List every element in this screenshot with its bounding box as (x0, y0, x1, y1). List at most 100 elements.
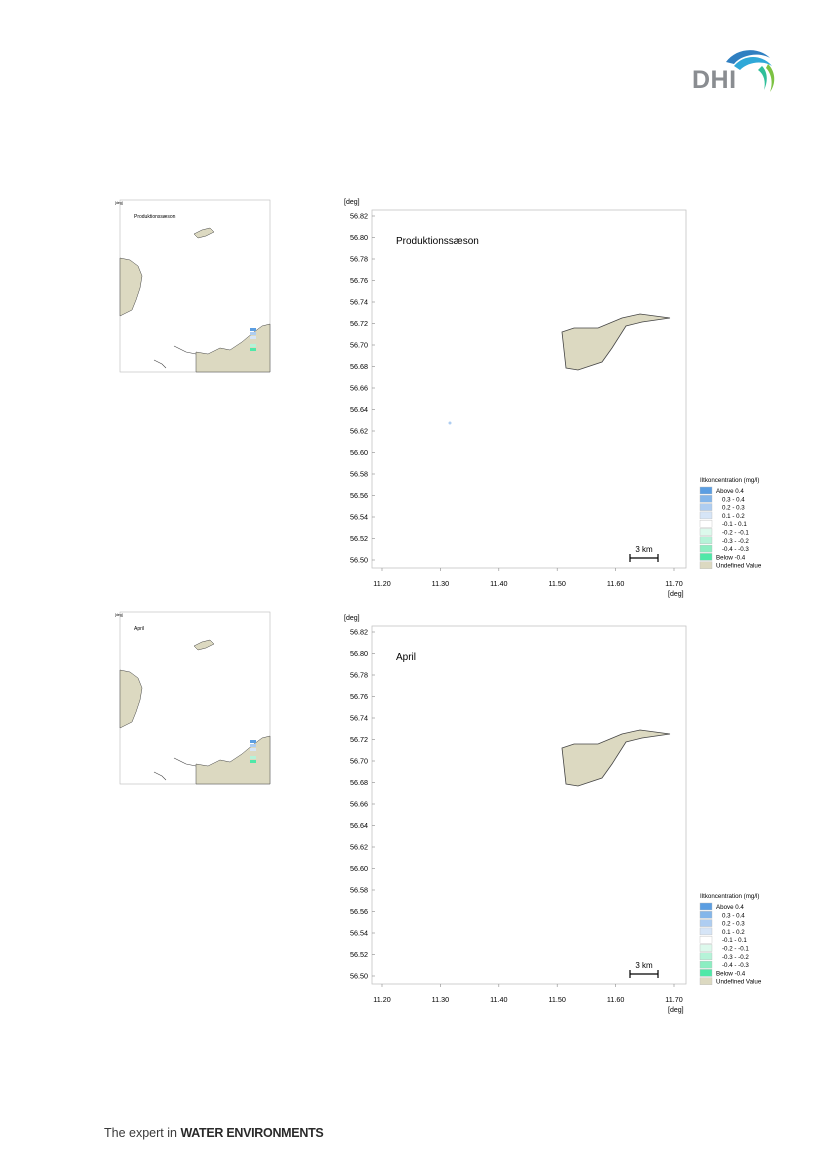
svg-text:[deg]: [deg] (115, 613, 123, 617)
y-tick-label: 56.56 (350, 907, 368, 916)
x-axis-unit: [deg] (668, 1007, 684, 1014)
y-tick-label: 56.80 (350, 649, 368, 658)
x-tick-label: 11.50 (548, 579, 565, 588)
svg-text:April: April (134, 626, 144, 632)
legend-swatch (699, 969, 713, 977)
y-tick-label: 56.76 (350, 276, 368, 285)
y-tick-label: 56.68 (350, 778, 368, 787)
legend-label: -0.4 - -0.3 (722, 546, 749, 553)
y-axis-unit: [deg] (344, 199, 360, 206)
legend-label: 0.2 - 0.3 (722, 505, 745, 512)
legend-swatch (699, 952, 713, 960)
y-tick-label: 56.54 (350, 513, 368, 522)
x-tick-label: 11.70 (665, 995, 682, 1004)
y-tick-label: 56.50 (350, 972, 368, 981)
y-tick-label: 56.58 (350, 886, 368, 895)
y-tick-label: 56.62 (350, 843, 368, 852)
x-axis-ticks: 11.20 11.30 11.40 11.50 11.60 11.70 (373, 984, 683, 1004)
y-tick-label: 56.76 (350, 692, 368, 701)
svg-text:Produktionssæson: Produktionssæson (134, 214, 176, 220)
legend-title: Iltkoncentration (mg/l) (700, 893, 760, 900)
y-tick-label: 56.66 (350, 384, 368, 393)
x-tick-label: 11.40 (490, 579, 507, 588)
island-shape (561, 729, 671, 787)
y-axis-ticks: 56.82 56.80 56.78 56.76 56.74 56.72 56.70 56.68… (350, 628, 375, 981)
x-tick-label: 11.60 (607, 995, 624, 1004)
y-tick-label: 56.74 (350, 714, 368, 723)
y-tick-label: 56.80 (350, 233, 368, 242)
legend-swatch (699, 960, 713, 969)
legend-swatch (699, 911, 713, 919)
y-tick-label: 56.68 (350, 362, 368, 371)
map-title: April (396, 652, 416, 663)
overview-map-1: Produktionssæson [deg] (115, 199, 271, 373)
legend-swatch (699, 561, 713, 569)
map-frame (371, 209, 687, 569)
legend-label: Undefined Value (716, 979, 762, 986)
legend: Iltkoncentration (mg/l) Above 0.40.3 - 0.… (699, 893, 762, 986)
legend-label: Undefined Value (716, 563, 762, 570)
y-tick-label: 56.52 (350, 950, 368, 959)
x-tick-label: 11.50 (548, 995, 565, 1004)
y-axis-unit: [deg] (344, 615, 360, 622)
legend-swatch (699, 528, 713, 536)
legend-swatch (699, 902, 713, 911)
footer-tagline-prefix: The expert in (104, 1126, 177, 1140)
x-tick-label: 11.20 (373, 995, 390, 1004)
y-tick-label: 56.72 (350, 319, 368, 328)
legend-swatch (699, 544, 713, 553)
y-tick-label: 56.52 (350, 534, 368, 543)
dhi-logo-waves-icon (726, 50, 775, 92)
y-tick-label: 56.82 (350, 212, 368, 221)
y-tick-label: 56.78 (350, 255, 368, 264)
svg-text:3 km: 3 km (635, 545, 653, 554)
legend-label: Above 0.4 (716, 488, 744, 495)
legend-swatch (699, 503, 713, 511)
legend-title: Iltkoncentration (mg/l) (700, 477, 760, 484)
x-tick-label: 11.70 (665, 579, 682, 588)
legend: Iltkoncentration (mg/l) Above 0.40.3 - 0.… (699, 477, 762, 570)
legend-swatch (699, 919, 713, 927)
y-tick-label: 56.56 (350, 491, 368, 500)
y-tick-label: 56.72 (350, 735, 368, 744)
legend-label: Above 0.4 (716, 904, 744, 911)
main-map-1: [deg] 56.82 56.80 56.78 56.76 56.74 56.72 56.7… (344, 199, 762, 598)
legend-label: Below -0.4 (716, 970, 746, 977)
legend-label: -0.3 - -0.2 (722, 954, 749, 961)
legend-swatch (699, 936, 713, 944)
x-tick-label: 11.30 (432, 995, 449, 1004)
legend-swatch (699, 536, 713, 544)
legend-label: -0.3 - -0.2 (722, 538, 749, 545)
y-tick-label: 56.60 (350, 448, 368, 457)
scale-bar: 3 km (629, 961, 659, 978)
footer-tagline: The expert in WATER ENVIRONMENTS (104, 1126, 324, 1140)
y-tick-label: 56.60 (350, 864, 368, 873)
svg-text:3 km: 3 km (635, 961, 653, 970)
y-tick-label: 56.66 (350, 800, 368, 809)
legend-label: Below -0.4 (716, 554, 746, 561)
y-tick-label: 56.62 (350, 427, 368, 436)
legend-label: 0.1 - 0.2 (722, 513, 745, 520)
legend-label: 0.1 - 0.2 (722, 929, 745, 936)
map-title: Produktionssæson (396, 236, 479, 247)
y-tick-label: 56.70 (350, 757, 368, 766)
x-tick-label: 11.20 (373, 579, 390, 588)
y-tick-label: 56.50 (350, 556, 368, 565)
y-tick-label: 56.82 (350, 628, 368, 637)
legend-label: -0.2 - -0.1 (722, 530, 749, 537)
y-tick-label: 56.58 (350, 470, 368, 479)
x-tick-label: 11.60 (607, 579, 624, 588)
legend-label: -0.2 - -0.1 (722, 946, 749, 953)
legend-swatch (699, 486, 713, 495)
island-shape (561, 313, 671, 371)
legend-swatch (699, 495, 713, 503)
y-tick-label: 56.64 (350, 405, 368, 414)
y-axis-ticks: 56.82 56.80 56.78 56.76 56.74 56.72 56.70 56.68… (350, 212, 375, 565)
y-tick-label: 56.74 (350, 298, 368, 307)
legend-swatch (699, 977, 713, 985)
legend-label: 0.2 - 0.3 (722, 921, 745, 928)
legend-swatch (699, 944, 713, 952)
scale-bar: 3 km (629, 545, 659, 562)
main-map-2: [deg] 56.82 56.80 56.78 56.76 56.74 56.72 56.7… (344, 615, 762, 1014)
legend-label: 0.3 - 0.4 (722, 912, 745, 919)
